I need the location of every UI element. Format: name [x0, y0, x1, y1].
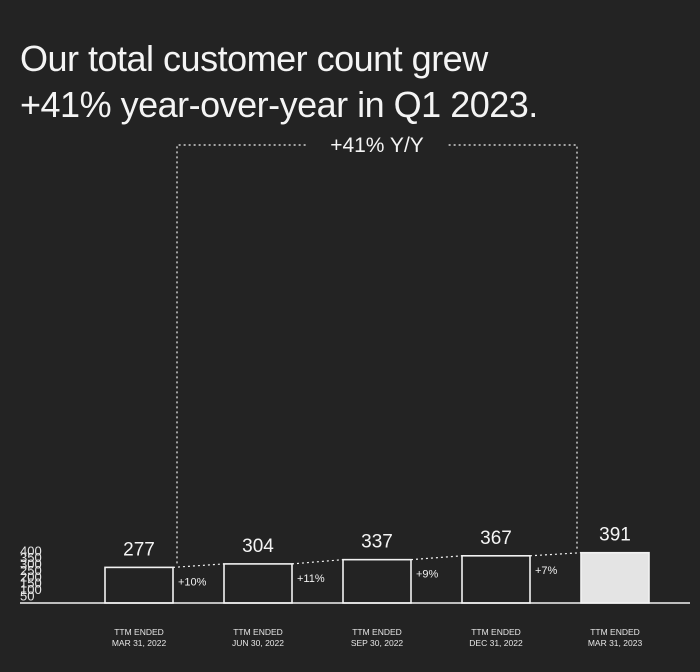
- y-tick-label: 100: [20, 582, 42, 597]
- x-tick-label: DEC 31, 2022: [469, 638, 523, 648]
- y-tick-label: 250: [20, 563, 42, 578]
- value-label: 304: [242, 536, 274, 557]
- chart-title-line-2: +41% year-over-year in Q1 2023.: [20, 84, 538, 126]
- value-label: 367: [480, 528, 512, 549]
- x-tick-label: TTM ENDED: [352, 627, 402, 637]
- growth-label: +7%: [535, 565, 558, 577]
- chart-title: Our total customer count grew +41% year-…: [20, 36, 538, 128]
- y-tick-label: 150: [20, 576, 42, 591]
- y-tick-label: 200: [20, 569, 42, 584]
- bar: [342, 558, 412, 604]
- bar: [104, 566, 174, 604]
- yoy-label-backdrop: [307, 131, 447, 159]
- value-label: 391: [599, 525, 631, 546]
- growth-label: +10%: [178, 576, 207, 588]
- yoy-bracket: [176, 144, 578, 564]
- x-tick-label: MAR 31, 2022: [112, 638, 167, 648]
- x-tick-label: MAR 31, 2023: [588, 638, 643, 648]
- x-tick-label: TTM ENDED: [471, 627, 521, 637]
- x-tick-label: JUN 30, 2022: [232, 638, 284, 648]
- growth-label: +11%: [297, 573, 325, 585]
- bar: [580, 551, 650, 604]
- yoy-growth-label: +41% Y/Y: [330, 134, 424, 157]
- y-tick-label: 50: [20, 589, 34, 604]
- y-tick-label: 400: [20, 544, 42, 559]
- growth-connector: [410, 555, 463, 561]
- value-label: 337: [361, 532, 393, 553]
- chart-title-line-1: Our total customer count grew: [20, 38, 488, 80]
- x-tick-label: TTM ENDED: [590, 627, 640, 637]
- x-tick-label: TTM ENDED: [114, 627, 164, 637]
- growth-connector: [291, 559, 344, 565]
- growth-label: +9%: [416, 569, 439, 581]
- y-tick-label: 350: [20, 550, 42, 565]
- y-tick-label: 300: [20, 556, 42, 571]
- x-tick-label: TTM ENDED: [233, 627, 283, 637]
- growth-connector: [529, 552, 582, 557]
- growth-connector: [172, 563, 225, 568]
- bar: [461, 555, 531, 604]
- bar: [223, 563, 293, 604]
- x-tick-label: SEP 30, 2022: [351, 638, 404, 648]
- value-label: 277: [123, 539, 155, 560]
